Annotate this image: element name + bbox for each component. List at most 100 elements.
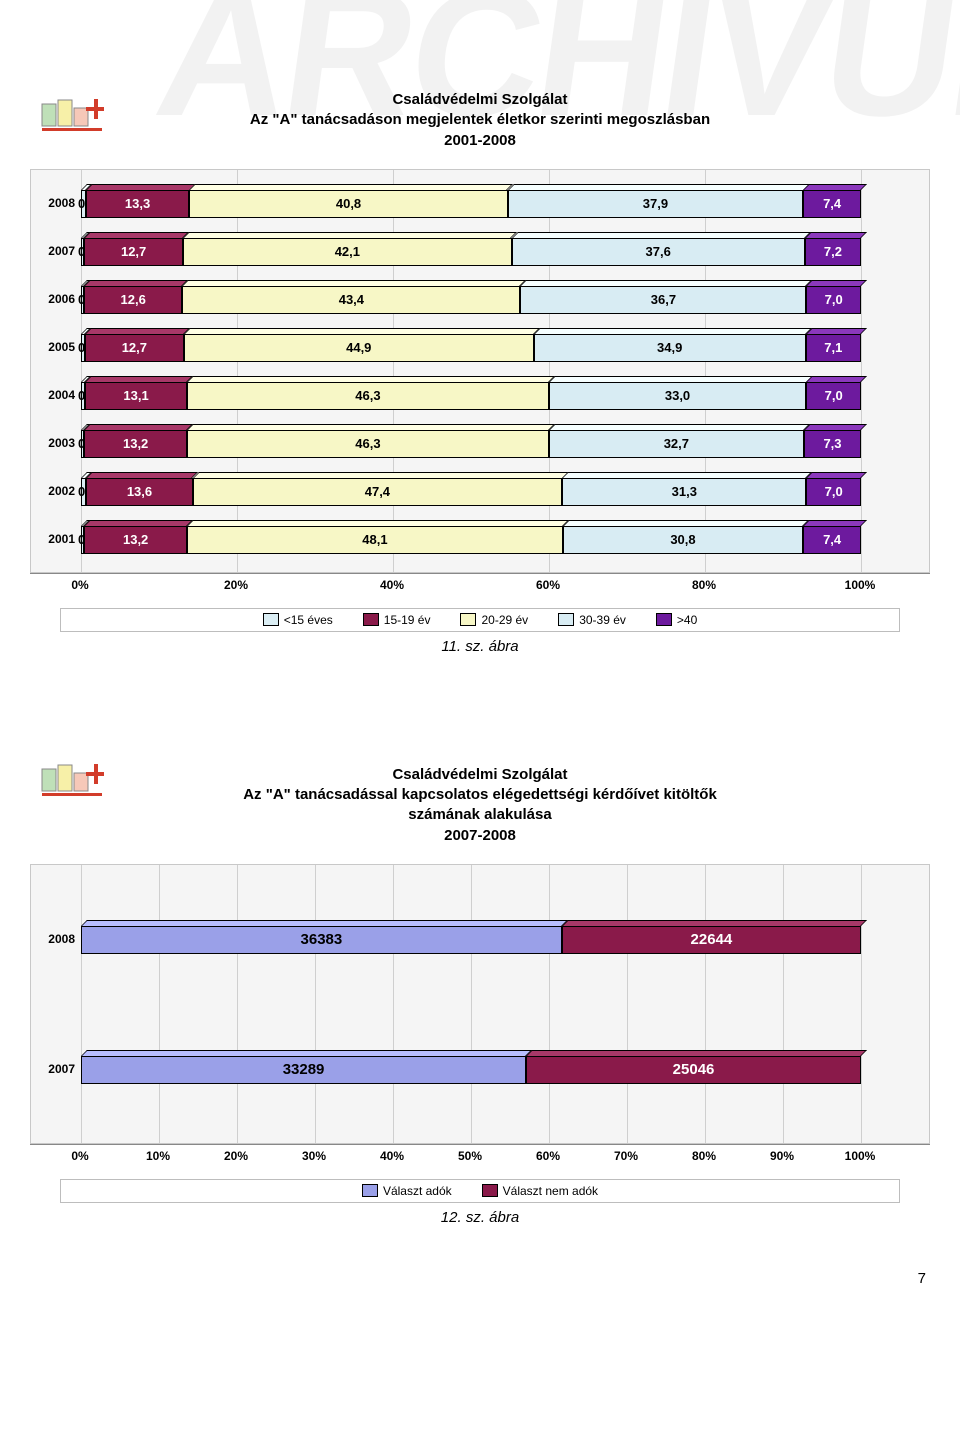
x-tick-label: 0% xyxy=(71,1149,88,1163)
chart1-title-line2: Az "A" tanácsadáson megjelentek életkor … xyxy=(250,111,710,128)
x-tick-label: 20% xyxy=(224,1149,248,1163)
legend-swatch xyxy=(263,613,279,626)
chart2-x-axis: 0%10%20%30%40%50%60%70%80%90%100% xyxy=(30,1144,930,1173)
bar-segment-label: 7,4 xyxy=(803,530,861,550)
legend-swatch xyxy=(656,613,672,626)
chart2-plot-area: 2008363832264420073328925046 xyxy=(30,864,930,1144)
bar-row: 20040,513,146,333,07,0 xyxy=(31,372,929,420)
bar-row: 20080,613,340,837,97,4 xyxy=(31,180,929,228)
bar-segment-label: 12,7 xyxy=(85,338,184,358)
bar-segment-label: 37,6 xyxy=(512,242,805,262)
x-tick-label: 60% xyxy=(536,1149,560,1163)
x-tick-label: 20% xyxy=(224,578,248,592)
bar-segment-label: 13,2 xyxy=(84,434,187,454)
bar-segment-label: 7,2 xyxy=(805,242,861,262)
bar-segment-label: 40,8 xyxy=(189,194,507,214)
bar-segment-label: 7,0 xyxy=(806,290,861,310)
legend-label: >40 xyxy=(677,613,697,627)
bar-segment-label: 13,6 xyxy=(86,482,192,502)
bar-segment-label: 13,1 xyxy=(85,386,187,406)
category-label: 2002 xyxy=(31,484,75,498)
bar-segment-label: 46,3 xyxy=(187,386,549,406)
x-tick-label: 70% xyxy=(614,1149,638,1163)
bar-row: 20010,413,248,130,87,4 xyxy=(31,516,929,564)
chart1-caption: 11. sz. ábra xyxy=(0,638,960,655)
chart1-legend: <15 éves 15-19 év 20-29 év 30-39 év >40 xyxy=(60,608,900,632)
category-label: 2004 xyxy=(31,388,75,402)
bar-segment-label: 12,6 xyxy=(84,290,182,310)
x-tick-label: 100% xyxy=(845,578,876,592)
x-tick-label: 60% xyxy=(536,578,560,592)
bar-segment-label: 33,0 xyxy=(549,386,807,406)
chart2-caption: 12. sz. ábra xyxy=(0,1209,960,1226)
x-tick-label: 90% xyxy=(770,1149,794,1163)
bar-segment-label: 34,9 xyxy=(534,338,806,358)
x-tick-label: 40% xyxy=(380,578,404,592)
legend-label: <15 éves xyxy=(284,613,333,627)
bar-segment-label: 42,1 xyxy=(183,242,511,262)
page-number: 7 xyxy=(0,1266,960,1295)
bar-segment-label: 13,2 xyxy=(84,530,187,550)
x-tick-label: 80% xyxy=(692,578,716,592)
x-tick-label: 10% xyxy=(146,1149,170,1163)
legend-item: 30-39 év xyxy=(558,613,626,627)
legend-label: 30-39 év xyxy=(579,613,626,627)
bar-row: 20070,412,742,137,67,2 xyxy=(31,228,929,276)
chart1-plot-area: 20080,613,340,837,97,420070,412,742,137,… xyxy=(30,169,930,573)
legend-item: Választ nem adók xyxy=(482,1184,598,1198)
category-label: 2003 xyxy=(31,436,75,450)
bar-segment-label: 48,1 xyxy=(187,530,563,550)
category-label: 2007 xyxy=(31,1062,75,1076)
bar-segment-label: 7,1 xyxy=(806,338,861,358)
bar-segment-label: 7,3 xyxy=(804,434,861,454)
bar-segment-label: 30,8 xyxy=(563,530,803,550)
bar-segment-label: 33289 xyxy=(81,1060,526,1080)
legend-swatch xyxy=(363,613,379,626)
category-label: 2001 xyxy=(31,532,75,546)
legend-label: Választ nem adók xyxy=(503,1184,598,1198)
legend-swatch xyxy=(460,613,476,626)
legend-swatch xyxy=(362,1184,378,1197)
bar-segment-label: 13,3 xyxy=(86,194,190,214)
bar-segment-label: 31,3 xyxy=(562,482,806,502)
bar-segment-label: 37,9 xyxy=(508,194,804,214)
chart1-title-line3: 2001-2008 xyxy=(444,132,516,149)
chart2-title-line3: számának alakulása xyxy=(408,806,551,823)
bar-segment-label: 43,4 xyxy=(182,290,520,310)
chart2-title-line4: 2007-2008 xyxy=(444,827,516,844)
legend-swatch xyxy=(558,613,574,626)
bar-row: 20020,713,647,431,37,0 xyxy=(31,468,929,516)
legend-label: 20-29 év xyxy=(481,613,528,627)
bar-segment-label: 44,9 xyxy=(184,338,534,358)
x-tick-label: 50% xyxy=(458,1149,482,1163)
legend-item: 20-29 év xyxy=(460,613,528,627)
category-label: 2006 xyxy=(31,292,75,306)
bar-row: 2008 3638322644 xyxy=(31,875,929,1005)
category-label: 2005 xyxy=(31,340,75,354)
category-label: 2008 xyxy=(31,196,75,210)
legend-item: Választ adók xyxy=(362,1184,452,1198)
bar-segment-label: 46,3 xyxy=(187,434,549,454)
x-tick-label: 100% xyxy=(845,1149,876,1163)
legend-item: <15 éves xyxy=(263,613,333,627)
legend-label: Választ adók xyxy=(383,1184,452,1198)
bar-segment-label: 36383 xyxy=(81,930,562,950)
bar-segment-label: 47,4 xyxy=(193,482,563,502)
legend-label: 15-19 év xyxy=(384,613,431,627)
chart2-title-line2: Az "A" tanácsadással kapcsolatos elégede… xyxy=(243,786,717,803)
bar-row: 20073328925046 xyxy=(31,1005,929,1135)
category-label: 2008 xyxy=(31,932,75,946)
bar-segment-label: 7,0 xyxy=(806,482,861,502)
x-tick-label: 30% xyxy=(302,1149,326,1163)
bar-segment-label: 32,7 xyxy=(549,434,804,454)
chart1-title-line1: Családvédelmi Szolgálat xyxy=(392,91,567,108)
bar-segment-label: 7,0 xyxy=(806,386,861,406)
bar-segment-label: 36,7 xyxy=(520,290,806,310)
bar-segment-label: 12,7 xyxy=(84,242,183,262)
bar-row: 20030,413,246,332,77,3 xyxy=(31,420,929,468)
chart2-legend: Választ adók Választ nem adók xyxy=(60,1179,900,1203)
legend-item: >40 xyxy=(656,613,697,627)
logo-icon xyxy=(40,759,104,808)
chart1-x-axis: 0%20%40%60%80%100% xyxy=(30,573,930,602)
bar-segment-label: 22644 xyxy=(562,930,861,950)
